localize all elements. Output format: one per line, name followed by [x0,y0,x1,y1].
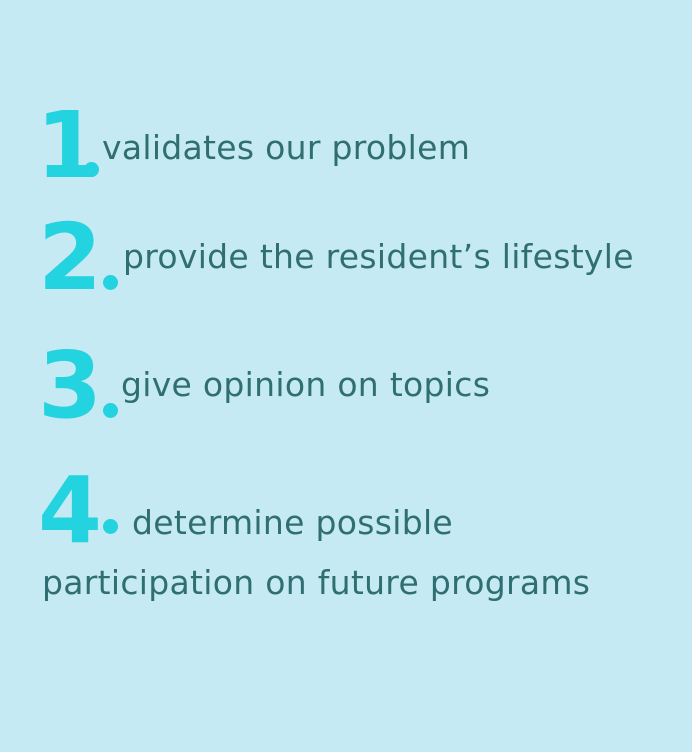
item-text-4-continued: participation on future programs [42,563,591,602]
item-number-2: 2 [38,204,102,311]
item-number-3: 3 [38,332,102,439]
item-text-4: determine possible [132,503,454,542]
item-text-1: validates our problem [102,128,471,167]
item-number-1: 1 [36,92,100,199]
item-dot-4 [103,519,118,534]
item-number-4: 4 [38,457,102,564]
item-text-3: give opinion on topics [121,365,491,404]
item-dot-1 [84,162,99,177]
item-text-2: provide the resident’s lifestyle [123,237,634,276]
item-dot-3 [103,403,118,418]
item-dot-2 [103,275,118,290]
